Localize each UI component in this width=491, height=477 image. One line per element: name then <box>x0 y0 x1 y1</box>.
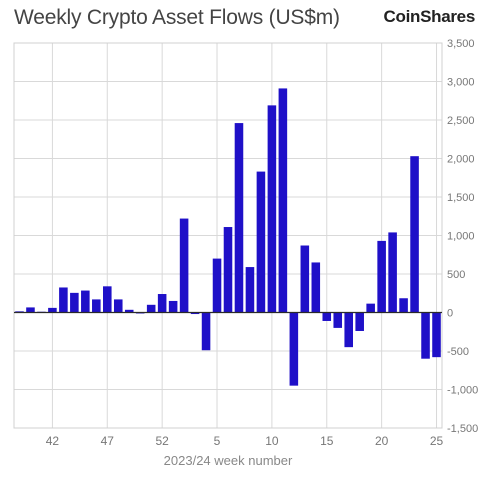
bar <box>223 227 233 313</box>
bar <box>410 156 419 313</box>
y-tick-label: 2,000 <box>447 154 475 166</box>
y-tick-label: 0 <box>447 308 453 320</box>
x-tick-label: 42 <box>46 434 60 448</box>
x-axis-label: 2023/24 week number <box>164 453 293 468</box>
bar <box>355 312 364 331</box>
bar <box>377 240 386 313</box>
x-tick-label: 20 <box>375 434 389 448</box>
bar <box>190 312 200 315</box>
bar <box>289 312 299 386</box>
y-tick-label: 500 <box>447 269 465 281</box>
x-tick-label: 52 <box>155 434 169 448</box>
bars <box>14 88 442 386</box>
bar <box>92 299 101 313</box>
x-tick-label: 15 <box>320 434 334 448</box>
x-tick-label: 25 <box>430 434 444 448</box>
x-tick-label: 47 <box>101 434 115 448</box>
bar <box>278 88 288 313</box>
bar <box>201 312 211 351</box>
bar <box>234 123 244 313</box>
y-tick-label: -1,000 <box>447 385 478 397</box>
bar <box>103 286 112 313</box>
bar <box>70 292 79 313</box>
bar <box>333 312 343 328</box>
y-tick-label: 3,000 <box>447 77 475 89</box>
bar <box>26 307 35 313</box>
y-axis-ticks: 3,500 3,000 2,500 2,000 1,500 1,000 500 0 -500 -1… <box>447 38 478 435</box>
bar <box>48 307 57 313</box>
bar <box>399 298 408 313</box>
bar <box>212 258 222 313</box>
bar <box>322 312 332 321</box>
bar <box>113 299 123 313</box>
y-tick-label: -500 <box>447 346 469 358</box>
y-tick-label: 1,500 <box>447 192 475 204</box>
plot-border <box>13 42 443 429</box>
bar <box>421 312 430 359</box>
y-tick-label: 3,500 <box>447 38 475 50</box>
bar <box>168 300 178 313</box>
bar <box>59 287 68 313</box>
bar <box>366 303 375 313</box>
y-tick-label: -1,500 <box>447 423 478 435</box>
chart-title: Weekly Crypto Asset Flows (US$m) <box>14 6 340 29</box>
bar <box>432 312 441 358</box>
bar <box>256 171 266 313</box>
bar <box>388 232 397 313</box>
bar <box>311 262 321 313</box>
bar <box>267 105 277 313</box>
bar <box>146 304 156 313</box>
x-tick-label: 10 <box>265 434 279 448</box>
x-axis-ticks: 42 47 52 5 10 15 20 25 <box>46 434 444 448</box>
bar <box>124 309 134 313</box>
bar <box>157 294 167 313</box>
bar <box>179 218 189 313</box>
y-tick-label: 1,000 <box>447 231 475 243</box>
y-tick-label: 2,500 <box>447 115 475 127</box>
bar <box>300 245 310 313</box>
brand-logo: CoinShares <box>383 7 476 26</box>
bar <box>81 290 90 313</box>
bar <box>245 267 255 313</box>
x-tick-label: 5 <box>214 434 221 448</box>
bar <box>344 312 353 348</box>
